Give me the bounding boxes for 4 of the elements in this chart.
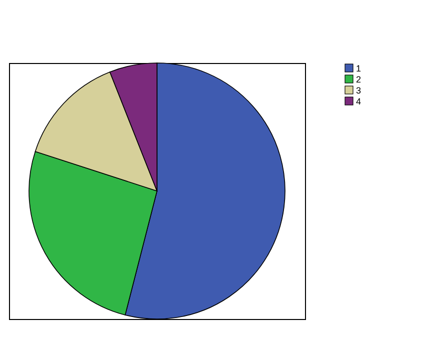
- legend-label: 2: [356, 74, 362, 84]
- legend-label: 4: [356, 96, 362, 106]
- legend-label: 3: [356, 86, 362, 96]
- legend-label: 1: [356, 64, 362, 74]
